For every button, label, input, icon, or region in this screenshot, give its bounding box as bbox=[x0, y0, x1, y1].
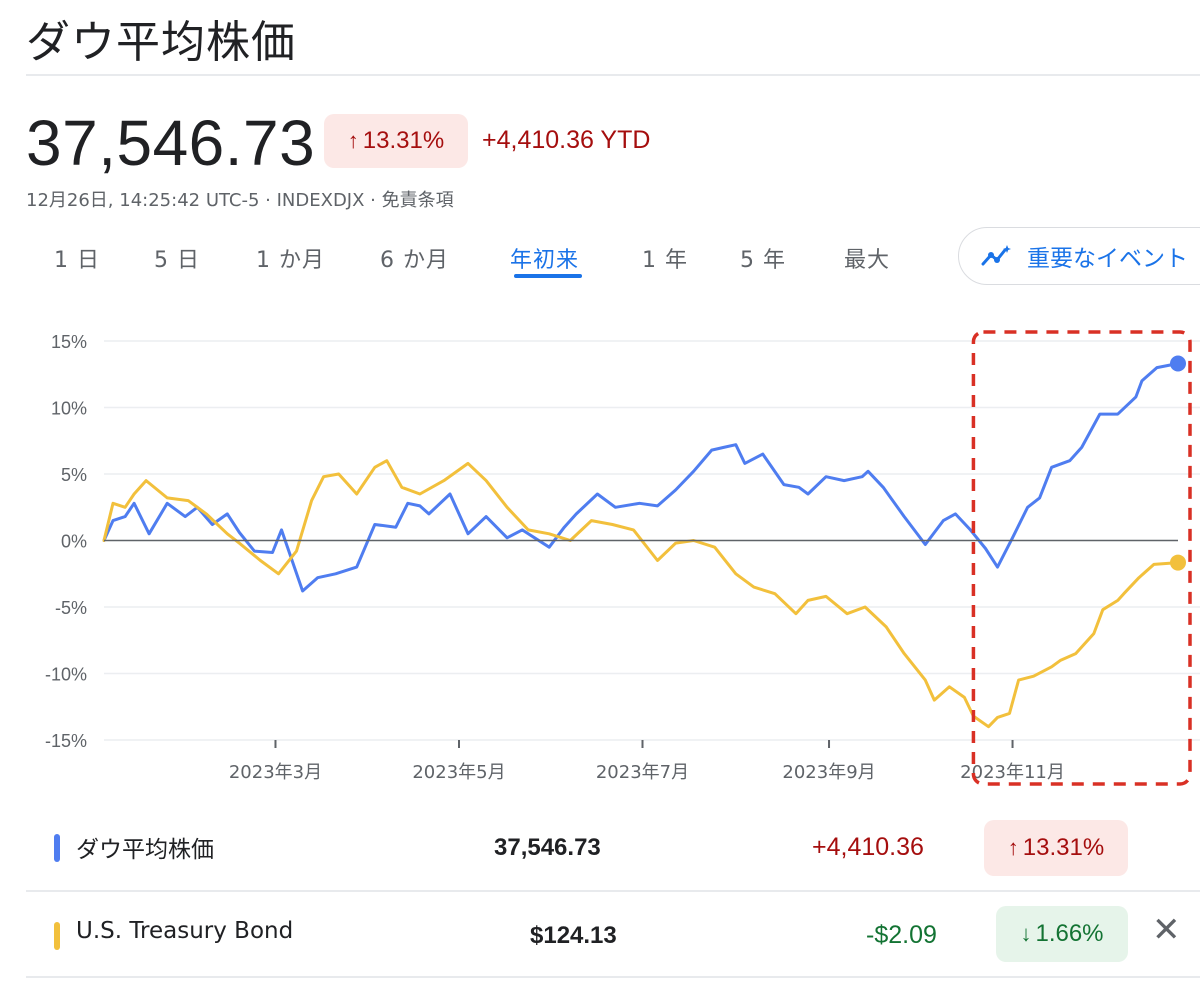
sparkle-chart-icon bbox=[981, 245, 1011, 266]
x-tick-label: 2023年11月 bbox=[960, 762, 1065, 783]
y-tick-label: -15% bbox=[45, 731, 87, 751]
x-tick-label: 2023年5月 bbox=[412, 762, 505, 783]
change-pct-text: 13.31% bbox=[362, 127, 445, 154]
tab-6m[interactable]: 6 か月 bbox=[380, 248, 449, 273]
tab-ytd[interactable]: 年初来 bbox=[510, 248, 580, 273]
tab-max[interactable]: 最大 bbox=[844, 248, 891, 273]
comparison-line-chart: 15% 10% 5% 0% -5% -10% -15% 2023年3月 2023年5月 2023年… bbox=[45, 330, 1200, 786]
x-tick-label: 2023年3月 bbox=[229, 762, 322, 783]
y-tick-label: 0% bbox=[61, 532, 87, 552]
legend-change-bond: -$2.09 bbox=[866, 921, 937, 949]
legend-swatch-bond bbox=[54, 922, 60, 950]
legend-name-bond: U.S. Treasury Bond bbox=[76, 918, 294, 944]
y-tick-label: 5% bbox=[61, 465, 87, 485]
highlight-range-box bbox=[971, 330, 1192, 786]
legend-value-bond: $124.13 bbox=[530, 922, 617, 949]
arrow-down-icon: ↓ bbox=[1020, 921, 1032, 946]
tab-1m[interactable]: 1 か月 bbox=[256, 248, 325, 273]
key-events-label: 重要なイベント bbox=[1027, 246, 1188, 272]
header-divider bbox=[26, 74, 1200, 76]
remove-comparison-close-icon[interactable]: ✕ bbox=[1152, 910, 1181, 950]
series-endpoint-bond bbox=[1170, 554, 1186, 571]
tab-1y[interactable]: 1 年 bbox=[642, 248, 688, 273]
series-line-bond bbox=[102, 459, 1180, 729]
y-tick-label: 10% bbox=[51, 399, 87, 419]
current-price: 37,546.73 bbox=[26, 107, 316, 179]
legend-row-bond[interactable]: U.S. Treasury Bond $124.13 -$2.09 ↓ 1.66… bbox=[0, 894, 1200, 974]
y-tick-label: -10% bbox=[45, 665, 87, 685]
y-tick-label: 15% bbox=[51, 332, 87, 352]
legend-change-dow: +4,410.36 bbox=[812, 833, 924, 861]
legend-pct-bond: 1.66% bbox=[1035, 920, 1104, 947]
range-tabs: 1 日 5 日 1 か月 6 か月 年初来 1 年 5 年 最大 bbox=[0, 242, 960, 282]
legend-value-dow: 37,546.73 bbox=[494, 834, 601, 861]
tab-1d[interactable]: 1 日 bbox=[54, 248, 100, 273]
arrow-up-icon: ↑ bbox=[1007, 835, 1019, 860]
x-tick-label: 2023年7月 bbox=[596, 762, 689, 783]
arrow-up-icon: ↑ bbox=[347, 128, 359, 153]
legend-pct-badge-bond: ↓ 1.66% bbox=[996, 906, 1128, 962]
legend-swatch-dow bbox=[54, 834, 60, 862]
tab-5y[interactable]: 5 年 bbox=[740, 248, 786, 273]
page-title: ダウ平均株価 bbox=[26, 17, 296, 68]
active-tab-indicator bbox=[514, 274, 582, 278]
series-endpoint-dow bbox=[1170, 355, 1186, 372]
x-tick-label: 2023年9月 bbox=[782, 762, 875, 783]
legend-row-dow[interactable]: ダウ平均株価 37,546.73 +4,410.36 ↑ 13.31% bbox=[0, 808, 1200, 888]
tab-5d[interactable]: 5 日 bbox=[154, 248, 200, 273]
legend-pct-dow: 13.31% bbox=[1022, 834, 1105, 861]
ytd-change: +4,410.36 YTD bbox=[482, 126, 651, 154]
legend-pct-badge-dow: ↑ 13.31% bbox=[984, 820, 1128, 876]
y-tick-label: -5% bbox=[55, 598, 87, 618]
series-line-dow bbox=[102, 362, 1180, 593]
change-pct-badge: ↑ 13.31% bbox=[324, 114, 468, 168]
quote-meta: 12月26日, 14:25:42 UTC-5 · INDEXDJX · 免責条項 bbox=[26, 190, 454, 211]
key-events-button[interactable]: 重要なイベント bbox=[958, 227, 1200, 285]
legend-divider bbox=[26, 890, 1200, 892]
legend-name-dow: ダウ平均株価 bbox=[76, 837, 214, 863]
bottom-divider bbox=[26, 976, 1200, 978]
